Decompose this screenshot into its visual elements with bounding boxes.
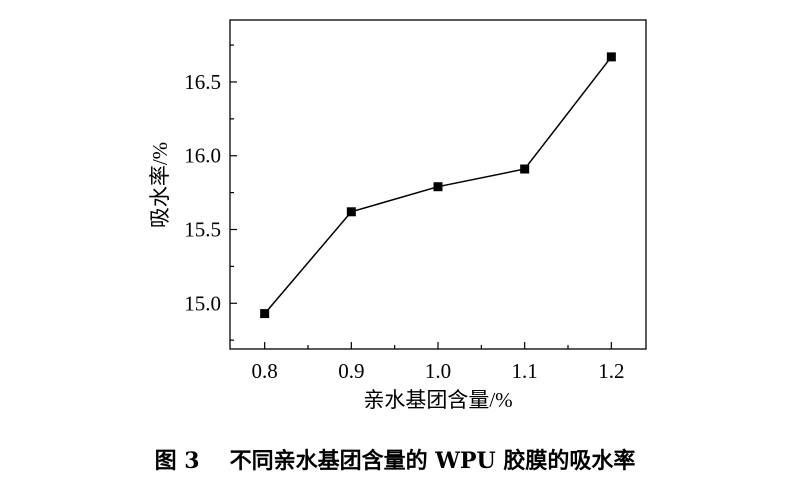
data-markers xyxy=(260,52,616,319)
caption-text: 不同亲水基团含量的 WPU 胶膜的吸水率 xyxy=(229,448,636,474)
y-tick-label: 16.5 xyxy=(184,70,221,94)
x-tick-label: 0.8 xyxy=(252,359,278,383)
data-point xyxy=(346,207,356,217)
y-tick-label: 16.0 xyxy=(184,144,221,168)
figure-caption: 图 3 不同亲水基团含量的 WPU 胶膜的吸水率 xyxy=(0,446,790,476)
data-point xyxy=(606,52,616,62)
tick-labels: 0.8 0.9 1.0 1.1 1.2 15.0 15.5 16.0 16.5 xyxy=(184,70,624,383)
x-axis-label: 亲水基团含量/% xyxy=(363,388,512,412)
data-point xyxy=(260,309,270,319)
data-point xyxy=(520,164,530,174)
y-tick-label: 15.0 xyxy=(184,291,221,315)
plot-frame xyxy=(229,19,647,350)
data-point xyxy=(433,182,443,192)
y-axis-label: 吸水率/% xyxy=(148,142,172,228)
x-tick-label: 0.9 xyxy=(338,359,364,383)
axis-ticks xyxy=(230,44,612,349)
x-tick-label: 1.2 xyxy=(598,359,624,383)
figure-number: 图 3 xyxy=(154,448,200,474)
y-tick-label: 15.5 xyxy=(184,217,221,241)
x-tick-label: 1.1 xyxy=(512,359,538,383)
x-tick-label: 1.0 xyxy=(425,359,451,383)
